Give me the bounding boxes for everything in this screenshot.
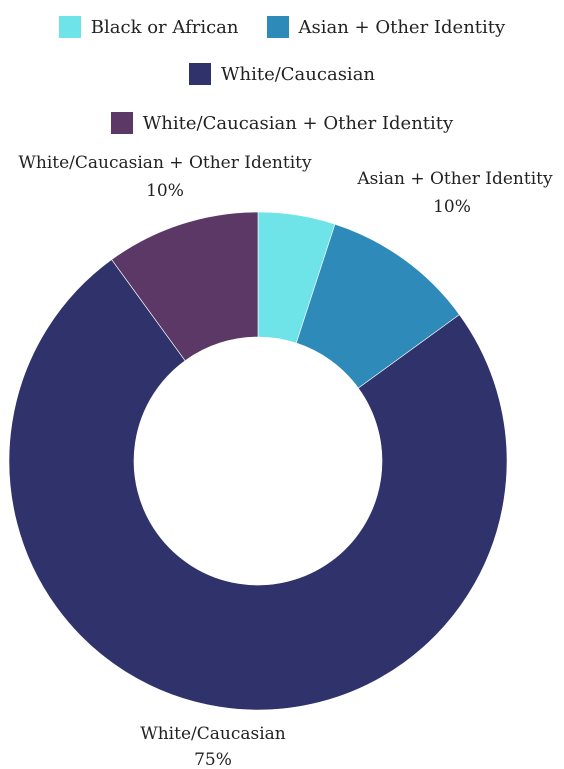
slice-label-name-white: White/Caucasian bbox=[140, 724, 286, 744]
legend-item-white-other: White/Caucasian + Other Identity bbox=[110, 112, 454, 134]
slice-white-other bbox=[111, 211, 259, 362]
slice-label-value-asian-other: 10% bbox=[433, 197, 471, 217]
legend-swatch-asian-other bbox=[266, 16, 289, 38]
legend-row-1: Black or African Asian + Other Identity bbox=[0, 16, 564, 38]
legend-row-3: White/Caucasian + Other Identity bbox=[0, 112, 564, 134]
legend-row-2: White/Caucasian bbox=[0, 63, 564, 85]
legend-label-white-other: White/Caucasian + Other Identity bbox=[142, 112, 454, 134]
legend-label-black-or-african: Black or African bbox=[90, 16, 239, 38]
legend-item-asian-other: Asian + Other Identity bbox=[266, 16, 506, 38]
legend-swatch-black-or-african bbox=[58, 16, 81, 38]
legend-label-white: White/Caucasian bbox=[220, 63, 376, 85]
slice-label-name-asian-other: Asian + Other Identity bbox=[356, 169, 553, 189]
slice-label-value-white: 75% bbox=[194, 750, 232, 769]
slice-label-name-white-other: White/Caucasian + Other Identity bbox=[18, 153, 312, 173]
slice-label-value-white-other: 10% bbox=[146, 181, 184, 201]
legend-item-black-or-african: Black or African bbox=[58, 16, 239, 38]
legend-swatch-white-other bbox=[110, 112, 133, 134]
legend-item-white: White/Caucasian bbox=[188, 63, 376, 85]
legend-swatch-white bbox=[188, 63, 211, 85]
legend-label-asian-other: Asian + Other Identity bbox=[298, 16, 506, 38]
slice-white bbox=[8, 259, 508, 711]
donut-slices bbox=[8, 211, 508, 711]
